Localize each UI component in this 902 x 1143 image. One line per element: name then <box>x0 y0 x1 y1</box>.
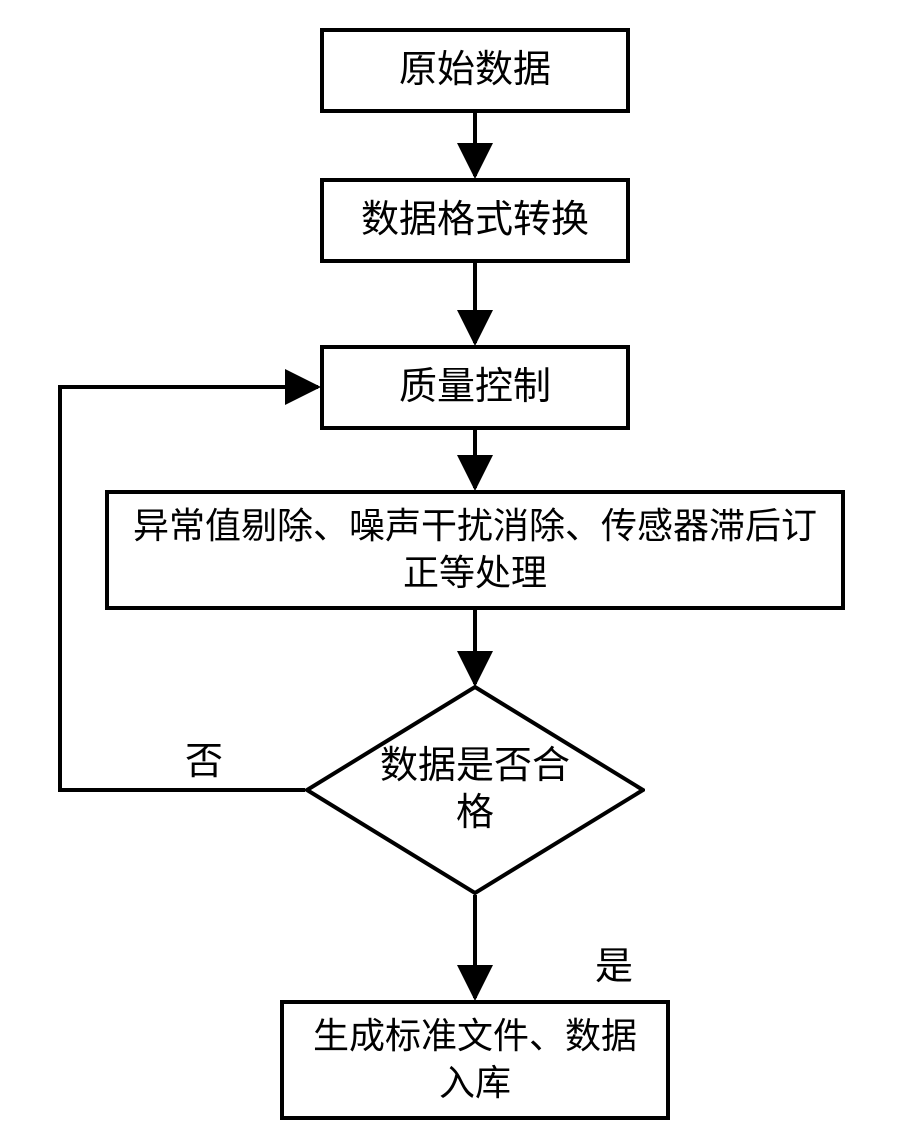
node-label: 生成标准文件、数据入库 <box>304 1013 646 1107</box>
edge-label-yes: 是 <box>595 935 633 990</box>
node-quality-control: 质量控制 <box>320 345 630 430</box>
edge-label-no: 否 <box>185 730 223 785</box>
node-label: 数据是否合格 <box>375 743 575 838</box>
node-label: 数据格式转换 <box>361 196 589 245</box>
node-label: 质量控制 <box>399 363 551 412</box>
node-label: 异常值剔除、噪声干扰消除、传感器滞后订正等处理 <box>129 503 821 597</box>
node-raw-data: 原始数据 <box>320 28 630 113</box>
node-output: 生成标准文件、数据入库 <box>280 1000 670 1120</box>
node-decision-text: 数据是否合格 <box>305 685 645 895</box>
flowchart-container: 原始数据 数据格式转换 质量控制 异常值剔除、噪声干扰消除、传感器滞后订正等处理… <box>0 0 902 1143</box>
node-processing: 异常值剔除、噪声干扰消除、传感器滞后订正等处理 <box>105 490 845 610</box>
node-label: 原始数据 <box>399 46 551 95</box>
node-format-convert: 数据格式转换 <box>320 178 630 263</box>
